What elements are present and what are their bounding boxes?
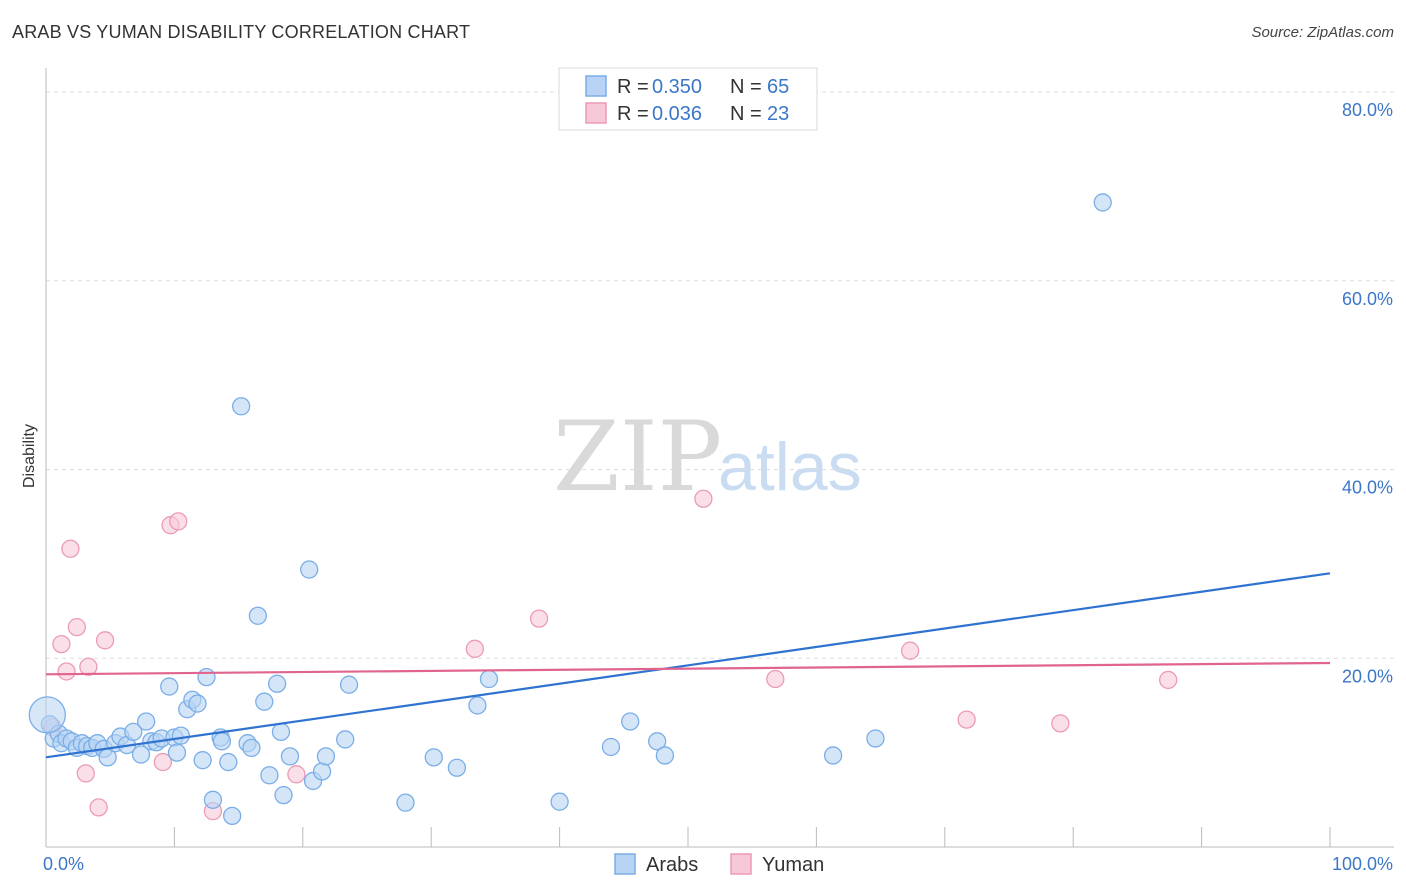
- yuman-points: [43, 489, 1178, 821]
- yuman-n-value: 23: [767, 103, 789, 125]
- arab-point: [655, 746, 675, 765]
- arab-point: [212, 732, 232, 751]
- y-tick-label: 80.0%: [1342, 100, 1393, 120]
- yuman-point: [61, 539, 80, 558]
- x-tick-label: 0.0%: [43, 854, 84, 874]
- y-axis-label: Disability: [21, 424, 38, 488]
- yuman-r-label: R =: [617, 103, 649, 125]
- arab-point: [601, 737, 621, 757]
- arab-point: [248, 606, 268, 625]
- yuman-point: [1159, 670, 1178, 690]
- arab-point: [223, 806, 242, 826]
- y-tick-label: 20.0%: [1342, 666, 1393, 686]
- arab-point: [823, 746, 843, 765]
- yuman-point: [694, 489, 713, 508]
- yuman-point: [67, 617, 86, 637]
- series-legend: Arabs Yuman: [614, 853, 824, 876]
- yuman-trend-line: [45, 661, 1331, 676]
- arabs-swatch: [585, 75, 607, 97]
- arab-point: [124, 722, 143, 742]
- arabs-r-value: 0.350: [652, 76, 702, 98]
- arab-point: [167, 743, 187, 762]
- arab-point: [193, 751, 212, 770]
- arab-point: [316, 747, 336, 766]
- arabs-n-label: N =: [730, 76, 762, 98]
- yuman-point: [52, 634, 71, 654]
- arabs-r-label: R =: [617, 76, 649, 98]
- legend-yuman-label: Yuman: [762, 854, 824, 876]
- arab-point: [260, 766, 279, 785]
- yuman-point: [529, 609, 549, 628]
- watermark-atlas: atlas: [718, 429, 862, 505]
- arab-point: [171, 726, 190, 745]
- arab-point: [866, 729, 885, 748]
- chart-title: ARAB VS YUMAN DISABILITY CORRELATION CHA…: [12, 22, 471, 42]
- x-tick-label: 100.0%: [1332, 854, 1393, 874]
- arab-point: [242, 738, 261, 758]
- arab-point: [274, 785, 293, 805]
- yuman-point: [89, 798, 108, 817]
- arab-point-large: [28, 696, 66, 734]
- arab-point: [280, 747, 300, 766]
- arab-point: [339, 675, 359, 694]
- arab-point: [219, 752, 238, 772]
- arab-point: [131, 745, 151, 764]
- arab-point: [621, 712, 640, 731]
- yuman-point: [957, 710, 976, 729]
- arab-point: [137, 712, 156, 731]
- yuman-point: [57, 662, 76, 681]
- arab-point: [160, 677, 179, 696]
- arab-trend-line: [45, 572, 1331, 759]
- trend-lines: [45, 572, 1331, 759]
- yuman-point: [79, 657, 98, 676]
- y-tick-label: 60.0%: [1342, 289, 1393, 309]
- source-label: Source: ZipAtlas.com: [1251, 24, 1394, 41]
- legend-arabs-swatch: [614, 853, 636, 875]
- yuman-point: [153, 752, 172, 772]
- arab-point: [188, 694, 207, 713]
- arab-point: [336, 730, 355, 749]
- yuman-point: [76, 764, 95, 783]
- arab-point: [396, 793, 415, 812]
- y-tick-label: 40.0%: [1342, 478, 1393, 498]
- gridlines: [46, 91, 1394, 659]
- arab-point: [267, 674, 287, 693]
- tick-labels: 20.0% 40.0% 60.0% 80.0% 0.0% 100.0%: [43, 100, 1393, 874]
- yuman-point: [766, 669, 785, 689]
- stats-legend: R = 0.350 N = 65 R = 0.036 N = 23: [558, 67, 818, 131]
- arab-point: [312, 762, 332, 781]
- arab-point: [197, 667, 216, 687]
- arab-point: [648, 732, 667, 751]
- yuman-point: [95, 631, 115, 650]
- yuman-n-label: N =: [730, 103, 762, 125]
- arab-point: [271, 722, 291, 742]
- arab-point: [424, 748, 443, 767]
- arab-point: [232, 397, 251, 416]
- arab-point: [203, 790, 223, 809]
- arabs-n-value: 65: [767, 76, 789, 98]
- arab-point: [447, 758, 467, 777]
- legend-yuman-swatch: [730, 853, 752, 875]
- yuman-swatch: [585, 102, 607, 124]
- arab-point: [255, 692, 274, 711]
- yuman-point: [1051, 714, 1070, 733]
- legend-arabs-label: Arabs: [646, 854, 698, 876]
- yuman-point: [169, 512, 188, 531]
- arab-point: [1093, 193, 1112, 212]
- arab-point: [300, 560, 319, 579]
- yuman-point: [465, 639, 485, 658]
- watermark-zip: ZIP: [553, 401, 722, 513]
- yuman-r-value: 0.036: [652, 103, 702, 125]
- arab-point: [479, 669, 499, 689]
- yuman-point: [900, 641, 920, 660]
- yuman-point: [287, 765, 306, 784]
- arab-point: [550, 792, 569, 811]
- arab-point: [468, 696, 487, 715]
